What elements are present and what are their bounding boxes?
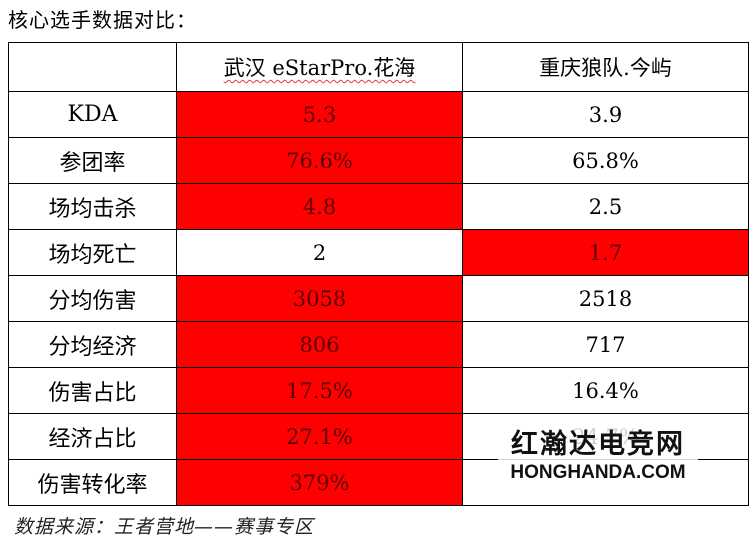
comparison-table: 武汉 eStarPro.花海 重庆狼队.今屿 KDA 5.3 3.9 参团率 7… (8, 42, 749, 506)
table-row: KDA 5.3 3.9 (8, 91, 749, 138)
row-value-player-1: 2 (176, 229, 463, 276)
row-value-player-1: 27.1% (176, 413, 463, 460)
header-player-1-name: 武汉 eStarPro.花海 (223, 56, 416, 80)
row-value-player-1: 17.5% (176, 367, 463, 414)
watermark-en: HONGHANDA.COM (510, 462, 686, 483)
watermark: 红瀚达电竞网 HONGHANDA.COM (498, 426, 698, 488)
row-value-player-2: 2518 (462, 275, 749, 322)
row-value-player-2: 3.9 (462, 91, 749, 138)
header-player-1: 武汉 eStarPro.花海 (176, 42, 463, 92)
row-label: KDA (8, 91, 177, 138)
row-label: 伤害转化率 (8, 459, 177, 506)
row-label: 伤害占比 (8, 367, 177, 414)
row-value-player-1: 3058 (176, 275, 463, 322)
row-value-player-1: 379% (176, 459, 463, 506)
table-row: 分均伤害 3058 2518 (8, 275, 749, 322)
row-value-player-1: 76.6% (176, 137, 463, 184)
row-label: 分均伤害 (8, 275, 177, 322)
source-footnote: 数据来源：王者营地——赛事专区 (14, 516, 315, 538)
row-value-player-1: 5.3 (176, 91, 463, 138)
row-value-player-2: 65.8% (462, 137, 749, 184)
row-label: 场均死亡 (8, 229, 177, 276)
table-row: 场均击杀 4.8 2.5 (8, 183, 749, 230)
header-player-2: 重庆狼队.今屿 (462, 42, 749, 92)
row-value-player-1: 806 (176, 321, 463, 368)
row-label: 场均击杀 (8, 183, 177, 230)
table-row: 分均经济 806 717 (8, 321, 749, 368)
row-value-player-2: 1.7 (462, 229, 749, 276)
row-value-player-2: 717 (462, 321, 749, 368)
row-label: 分均经济 (8, 321, 177, 368)
watermark-cn: 红瀚达电竞网 (511, 429, 685, 460)
header-corner-cell (8, 42, 177, 92)
table-row: 参团率 76.6% 65.8% (8, 137, 749, 184)
row-value-player-2: 2.5 (462, 183, 749, 230)
table-row: 伤害占比 17.5% 16.4% (8, 367, 749, 414)
row-label: 经济占比 (8, 413, 177, 460)
row-label: 参团率 (8, 137, 177, 184)
table-header-row: 武汉 eStarPro.花海 重庆狼队.今屿 (8, 42, 749, 92)
row-value-player-2: 16.4% (462, 367, 749, 414)
row-value-player-1: 4.8 (176, 183, 463, 230)
table-row: 场均死亡 2 1.7 (8, 229, 749, 276)
page-title: 核心选手数据对比： (8, 8, 197, 32)
